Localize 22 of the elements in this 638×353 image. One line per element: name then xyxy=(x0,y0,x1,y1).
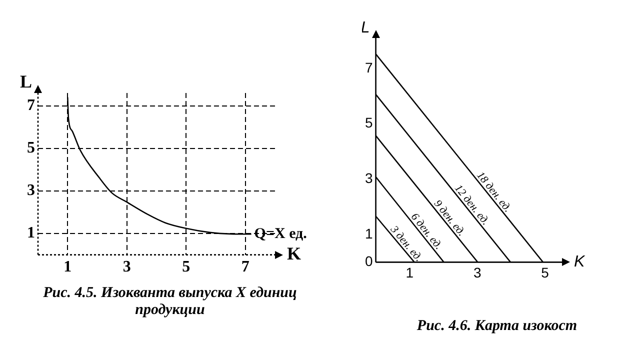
x-tick-label: 5 xyxy=(182,258,190,276)
y-tick-label: 7 xyxy=(27,96,35,114)
x-tick-label: 5 xyxy=(541,264,550,280)
y-tick-label: 5 xyxy=(27,139,35,156)
y-tick-label: 0 xyxy=(364,253,373,270)
y-tick-label: 1 xyxy=(27,224,35,242)
y-tick-label: 3 xyxy=(27,182,35,200)
y-tick-label: 1 xyxy=(364,225,373,242)
text: Рис. 4.6. Карта изокост xyxy=(416,318,578,335)
x-axis-title: K xyxy=(287,243,302,264)
y-axis-title: L xyxy=(20,72,32,92)
y-tick-label: 3 xyxy=(364,170,373,186)
x-tick-label: 1 xyxy=(64,258,72,276)
x-tick-label: 3 xyxy=(473,264,482,280)
x-axis-title: K xyxy=(574,254,586,271)
y-tick-label: 5 xyxy=(364,114,373,131)
x-tick-label: 1 xyxy=(406,264,414,280)
series-label: Q=X ед. xyxy=(254,226,308,242)
y-tick-label: 7 xyxy=(364,59,373,76)
x-tick-label: 7 xyxy=(241,258,250,276)
text: Рис. 4.5. Изокванта выпуска X единиц продукции xyxy=(42,285,298,319)
x-tick-label: 3 xyxy=(122,258,131,276)
